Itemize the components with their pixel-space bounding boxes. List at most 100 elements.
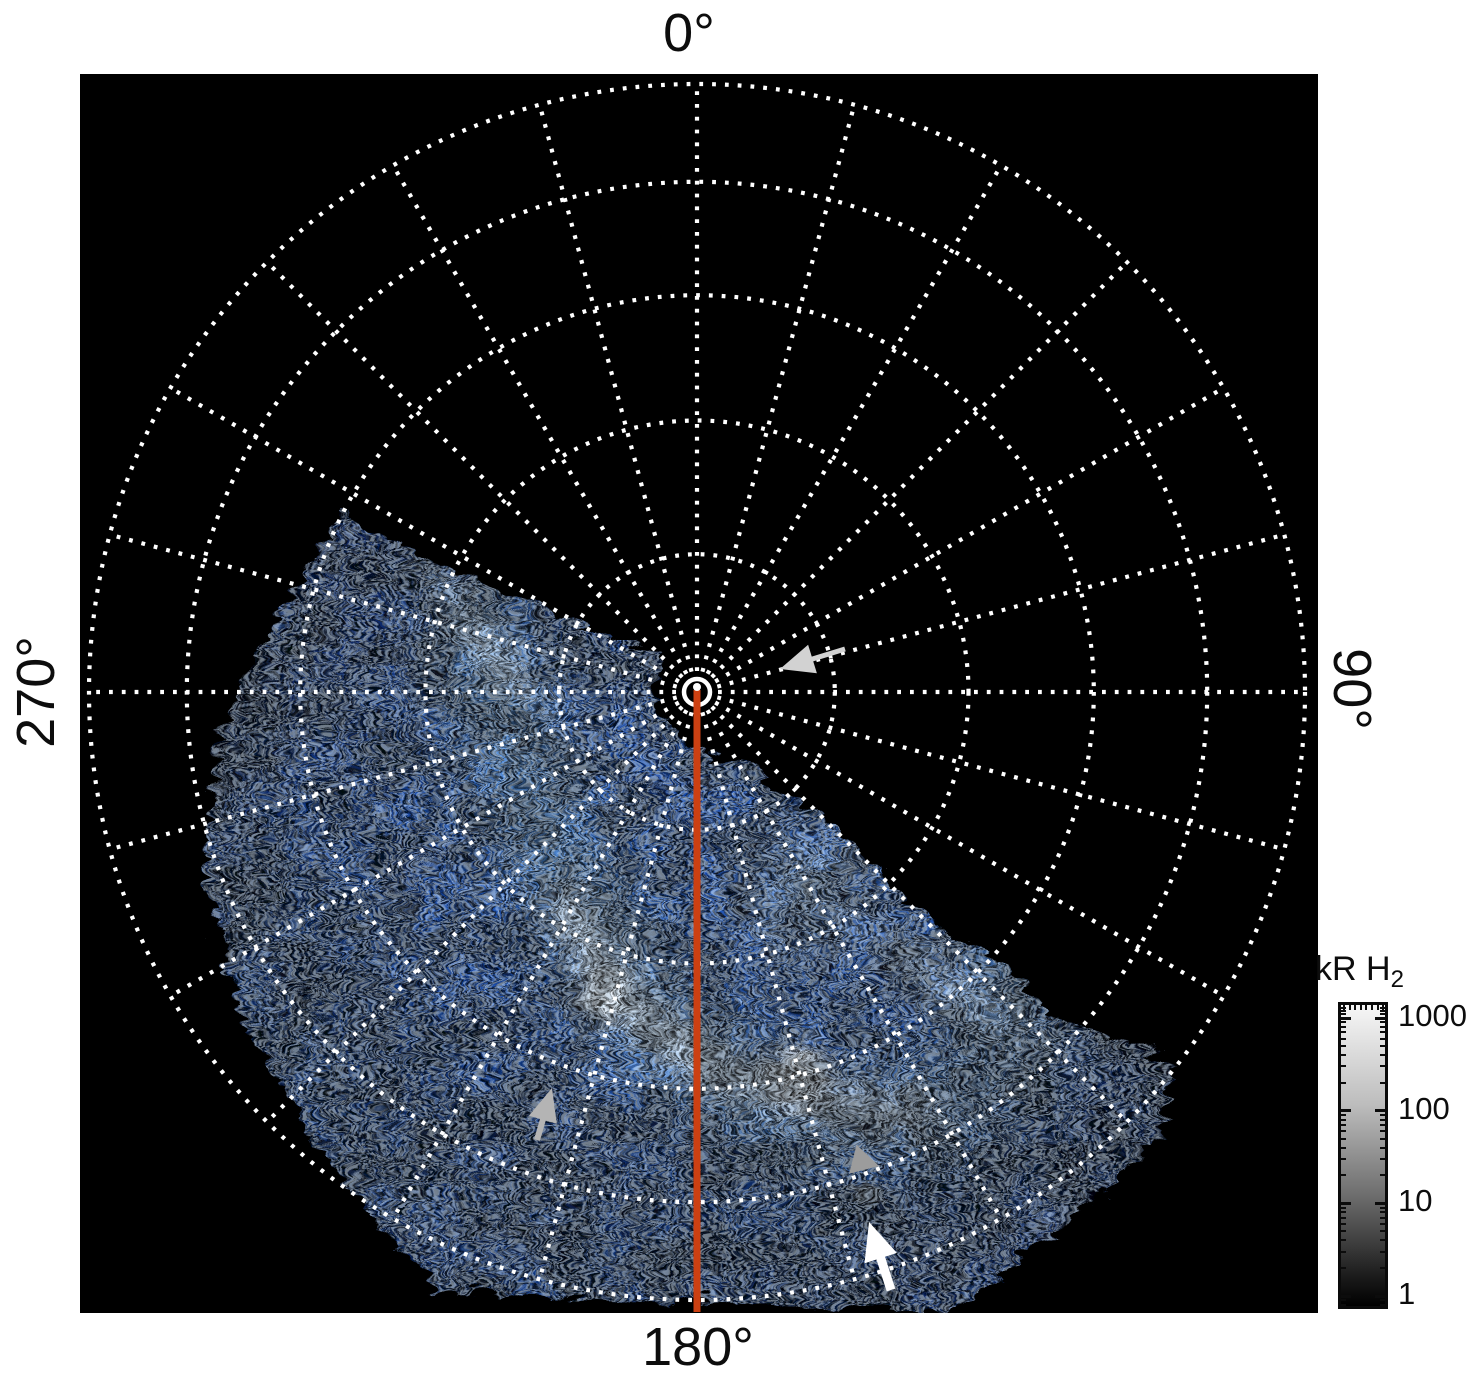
grid-spoke — [266, 705, 684, 1123]
colorbar-tick — [1380, 1206, 1385, 1209]
grid-ring — [298, 293, 1096, 1091]
axis-label-0deg: 0° — [663, 3, 715, 63]
colorbar-tick — [1380, 1037, 1385, 1040]
colorbar-top-tick — [1359, 1005, 1362, 1010]
colorbar-tick — [1341, 1250, 1346, 1253]
colorbar-tick — [1341, 1037, 1346, 1040]
colorbar-tick — [1380, 1174, 1385, 1177]
colorbar-tick — [1341, 1299, 1346, 1302]
colorbar-top-tick — [1354, 1005, 1357, 1010]
colorbar-tick — [1380, 1118, 1385, 1121]
grid-spoke — [705, 709, 1003, 1219]
colorbar-tick — [1380, 1009, 1385, 1012]
colorbar-tick — [1341, 1016, 1351, 1020]
pointer-arrow-lower-left — [528, 1088, 557, 1141]
colorbar-tick — [1341, 1267, 1346, 1270]
colorbar-tick — [1341, 1065, 1346, 1068]
colorbar-tick — [1341, 1304, 1346, 1307]
colorbar-tick-label: 1000 — [1398, 998, 1467, 1033]
colorbar-tick — [1380, 1158, 1385, 1161]
colorbar-tick — [1341, 1222, 1346, 1225]
colorbar-top-tick — [1371, 1005, 1373, 1010]
axis-label-90deg: 90° — [1322, 648, 1382, 730]
colorbar-tick — [1380, 1146, 1385, 1149]
pointer-arrow-near-pole — [780, 644, 846, 674]
colorbar-tick — [1380, 1021, 1385, 1024]
colorbar-tick — [1341, 1230, 1346, 1233]
colorbar-tick — [1380, 1113, 1385, 1116]
colorbar-tick — [1380, 1211, 1385, 1214]
colorbar-tick — [1341, 1021, 1346, 1024]
colorbar-tick — [1341, 1081, 1346, 1084]
annotation-arrows — [528, 644, 897, 1292]
colorbar-tick — [1341, 1009, 1346, 1012]
colorbar-title: kR H2 — [1315, 950, 1404, 993]
colorbar-tick — [1341, 1201, 1351, 1205]
colorbar-top-tick — [1348, 1005, 1351, 1010]
colorbar-tick — [1380, 1130, 1385, 1133]
grid-spoke — [110, 695, 678, 852]
colorbar-tick — [1380, 1222, 1385, 1225]
colorbar — [1338, 1002, 1388, 1309]
colorbar-tick — [1380, 1025, 1385, 1028]
grid-spoke — [700, 105, 857, 673]
grid-spoke — [700, 711, 857, 1279]
colorbar-tick — [1341, 1216, 1346, 1219]
colorbar-tick — [1341, 1025, 1346, 1028]
grid-spoke — [710, 705, 1128, 1123]
colorbar-tick — [1375, 1109, 1385, 1113]
grid-spoke — [391, 165, 689, 675]
colorbar-tick — [1341, 1031, 1346, 1034]
colorbar-tick — [1380, 1137, 1385, 1140]
colorbar-tick — [1380, 1299, 1385, 1302]
pointer-arrowhead-right — [849, 1144, 879, 1174]
colorbar-top-tick — [1343, 1005, 1345, 1010]
grid-spoke — [710, 261, 1128, 679]
colorbar-tick — [1375, 1294, 1385, 1298]
grid-spoke — [705, 165, 1003, 675]
colorbar-tick — [1380, 1124, 1385, 1127]
colorbar-tick — [1341, 1206, 1346, 1209]
colorbar-tick — [1341, 1174, 1346, 1177]
colorbar-tick — [1380, 1216, 1385, 1219]
colorbar-tick — [1380, 1239, 1385, 1242]
axis-label-270deg: 270° — [6, 636, 66, 748]
colorbar-tick-label: 1 — [1398, 1276, 1416, 1312]
pointer-arrow-bottom — [864, 1222, 897, 1292]
colorbar-tick — [1341, 1158, 1346, 1161]
colorbar-tick — [1341, 1294, 1351, 1298]
grid-spoke — [537, 105, 694, 673]
colorbar-tick — [1380, 1053, 1385, 1056]
colorbar-tick — [1380, 1031, 1385, 1034]
grid-spoke — [170, 700, 680, 998]
colorbar-tick — [1341, 1118, 1346, 1121]
colorbar-top-tick — [1376, 1005, 1379, 1010]
colorbar-tick — [1341, 1239, 1346, 1242]
polar-plot — [80, 74, 1318, 1313]
grid-ring — [423, 418, 971, 966]
grid-spoke — [714, 386, 1224, 684]
colorbar-tick — [1341, 1137, 1346, 1140]
colorbar-tick — [1380, 1230, 1385, 1233]
colorbar-tick — [1380, 1250, 1385, 1253]
colorbar-tick — [1380, 1044, 1385, 1047]
pole-center-dot — [693, 683, 701, 691]
grid-spoke — [714, 700, 1224, 998]
colorbar-tick-label: 100 — [1398, 1090, 1450, 1126]
grid-spoke — [391, 709, 689, 1219]
grid-spoke — [110, 532, 678, 689]
grid-ring — [86, 81, 1308, 1303]
colorbar-tick — [1341, 1044, 1346, 1047]
colorbar-tick — [1380, 1013, 1385, 1015]
colorbar-top-tick — [1382, 1005, 1385, 1010]
colorbar-tick — [1341, 1113, 1346, 1116]
axis-label-180deg: 180° — [642, 1317, 754, 1377]
colorbar-tick — [1375, 1201, 1385, 1205]
colorbar-top-tick — [1365, 1005, 1368, 1010]
grid-spoke — [537, 711, 694, 1279]
colorbar-tick — [1341, 1109, 1351, 1113]
colorbar-tick — [1380, 1065, 1385, 1068]
colorbar-tick — [1380, 1267, 1385, 1270]
colorbar-title-subscript: 2 — [1390, 966, 1404, 993]
